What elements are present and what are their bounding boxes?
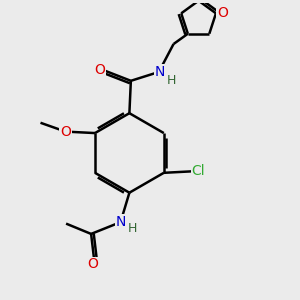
Text: H: H (167, 74, 176, 87)
Text: Cl: Cl (191, 164, 205, 178)
Text: O: O (217, 6, 228, 20)
Text: N: N (116, 215, 126, 229)
Text: N: N (154, 65, 165, 79)
Text: O: O (94, 64, 105, 77)
Text: O: O (87, 257, 98, 271)
Text: O: O (60, 124, 71, 139)
Text: H: H (128, 221, 138, 235)
